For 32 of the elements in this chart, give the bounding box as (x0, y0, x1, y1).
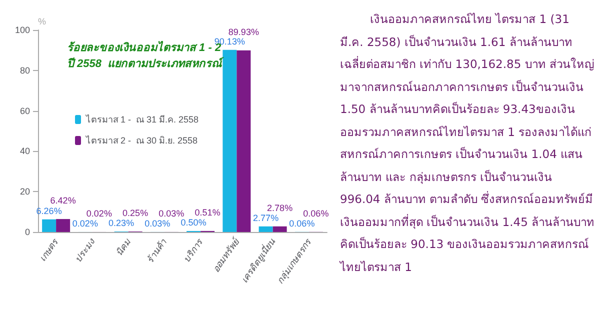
bar (236, 50, 251, 232)
y-tick-label: 60 (20, 106, 30, 116)
data-label: 0.51% (194, 207, 220, 218)
bar (56, 219, 70, 232)
legend-label: ไตรมาส 1 - ณ 31 มี.ค. 2558 (85, 114, 199, 124)
y-tick-label: 80 (20, 65, 30, 76)
data-label: 89.93% (228, 26, 259, 37)
data-label: 2.77% (253, 212, 279, 223)
data-label: 0.02% (86, 208, 112, 218)
y-axis-title: % (38, 16, 46, 26)
bar (272, 226, 287, 232)
y-tick-label: 0 (24, 227, 30, 237)
bar (222, 50, 237, 232)
data-label: 90.13% (214, 36, 245, 46)
data-label: 0.06% (289, 218, 315, 228)
y-tick-label: 100 (14, 25, 30, 35)
data-label: 0.03% (144, 218, 170, 228)
data-label: 0.02% (72, 218, 98, 228)
text: เงินออมภาคสหกรณ์ไทย ไตรมาส 1 (31 มี.ค. 2558) เป็นจำนวนเงิน 1.61 ล้านล้านบาท เฉลี่ยต่อสมาชิก เท่ากับ 130,162.85 บาท ส่วนใหญ่มาจากสหกรณ์นอกภาคการเกษตร เป็นจำนวนเงิน 1.50 ล้านล้านบาทคิดเป็นร้อยละ 93.43ของเงินออมรวมภาคสหกรณ์ไทยไตรมาส 1 รองลงมาได้แก่ สหกรณ์ภาคการเกษตร เป็นจำนวนเงิน 1.04 แสนล้านบาท และ กลุ่มเกษตรกร เป็นจำนวนเงิน 996.04 ล้านบาท ตามลำดับ ซึ่งสหกรณ์ออมทรัพย์มีเงินออมมากที่สุด เป็นจำนวนเงิน 1.45 ล้านล้านบาท คิดเป็นร้อยละ 90.13 ของเงินออมรวมภาคสหกรณ์ไทยไตรมาส 1 (340, 12, 595, 274)
legend-label: ไตรมาส 2 - ณ 30 มิ.ย. 2558 (85, 136, 198, 146)
data-label: 0.03% (158, 208, 184, 218)
data-label: 6.26% (36, 206, 62, 216)
y-tick-label: 20 (20, 186, 30, 197)
data-label: 0.06% (303, 208, 329, 218)
data-label: 0.23% (108, 218, 134, 228)
data-label: 0.50% (180, 217, 206, 228)
data-label: 6.42% (50, 196, 76, 206)
bar (42, 219, 56, 232)
data-label: 2.78% (267, 202, 293, 213)
data-label: 0.25% (122, 208, 148, 218)
bar (258, 226, 273, 232)
y-tick-label: 40 (20, 146, 30, 156)
